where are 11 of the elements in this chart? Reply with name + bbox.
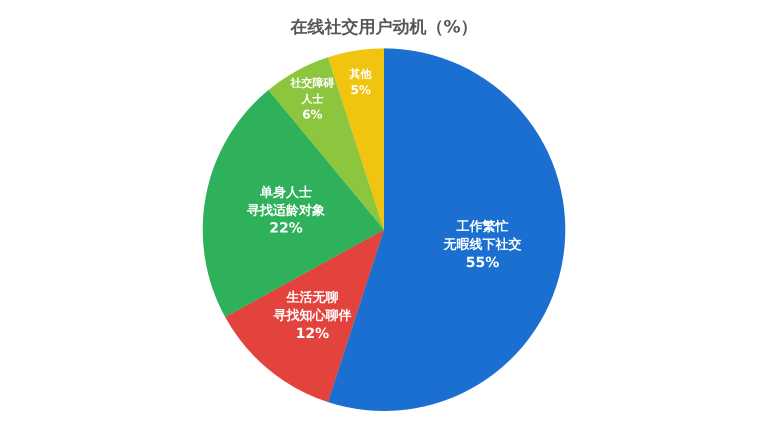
chart-title: 在线社交用户动机（%）	[289, 18, 478, 38]
slice-label: 单身人士寻找适龄对象	[246, 184, 326, 218]
data-label: 12%	[296, 326, 330, 342]
slice-label: 社交障碍人士	[289, 76, 334, 106]
slice-label: 其他	[348, 68, 373, 81]
data-label: 55%	[466, 254, 500, 271]
data-label: 6%	[302, 108, 323, 122]
slice-label: 工作繁忙无暇线下社交	[442, 218, 522, 253]
slice-label: 生活无聊寻找知心聊伴	[272, 290, 352, 324]
data-label: 5%	[350, 82, 371, 97]
data-label: 22%	[269, 220, 303, 237]
